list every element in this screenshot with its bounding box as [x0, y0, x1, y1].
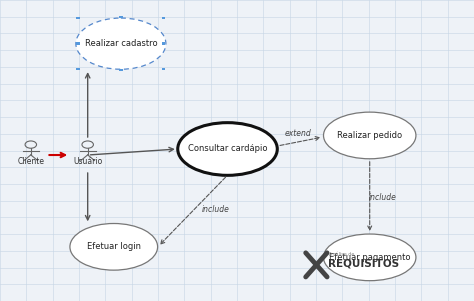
Ellipse shape: [178, 123, 277, 175]
Bar: [76, 68, 80, 70]
Text: Efetuar pagamento: Efetuar pagamento: [329, 253, 410, 262]
Bar: [162, 17, 165, 19]
Ellipse shape: [323, 112, 416, 159]
Text: Análise de: Análise de: [329, 252, 355, 257]
Text: Realizar cadastro: Realizar cadastro: [84, 39, 157, 48]
Bar: [162, 68, 165, 70]
Ellipse shape: [76, 18, 166, 69]
Text: include: include: [369, 193, 397, 202]
Bar: [119, 16, 123, 18]
Bar: [76, 42, 80, 45]
Text: extend: extend: [284, 129, 311, 138]
Ellipse shape: [323, 234, 416, 281]
Ellipse shape: [70, 223, 157, 270]
Text: REQUISITOS: REQUISITOS: [328, 258, 400, 268]
Text: include: include: [202, 205, 229, 214]
Text: Consultar cardápio: Consultar cardápio: [188, 144, 267, 154]
Text: Realizar pedido: Realizar pedido: [337, 131, 402, 140]
Text: Cliente: Cliente: [18, 157, 44, 166]
Bar: [76, 17, 80, 19]
Bar: [119, 69, 123, 71]
Text: Usuário: Usuário: [73, 157, 102, 166]
Bar: [162, 42, 165, 45]
Text: Efetuar login: Efetuar login: [87, 242, 141, 251]
